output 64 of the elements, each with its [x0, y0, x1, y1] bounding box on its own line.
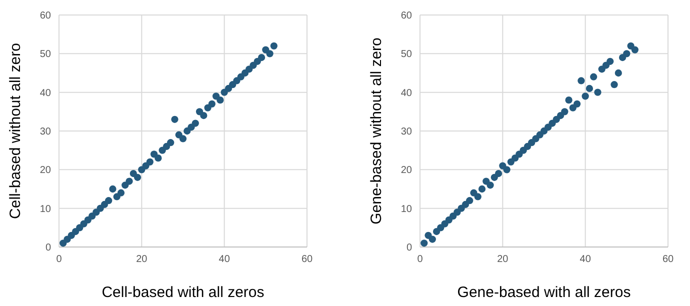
point — [582, 92, 589, 100]
y-tick-label: 20 — [400, 165, 412, 176]
point — [216, 96, 224, 104]
point — [200, 112, 208, 120]
point — [610, 81, 618, 88]
y-tick-label: 0 — [45, 242, 52, 254]
y-tick-label: 0 — [406, 242, 412, 254]
point — [561, 108, 568, 116]
x-tick-label: 0 — [56, 254, 62, 265]
point — [578, 77, 585, 84]
x-tick-label: 40 — [580, 254, 592, 265]
y-tick-label: 20 — [40, 165, 52, 176]
point — [117, 189, 125, 196]
point — [574, 100, 581, 108]
point — [154, 154, 162, 162]
y-tick-label: 50 — [40, 49, 52, 60]
y-tick-label: 40 — [400, 88, 412, 99]
y-tick-label: 30 — [400, 126, 412, 138]
y-tick-label: 60 — [40, 10, 52, 22]
y-tick-label: 40 — [40, 88, 52, 99]
point — [594, 88, 602, 96]
x-tick-label: 20 — [136, 254, 148, 265]
y-tick-label: 10 — [400, 204, 412, 215]
point — [126, 178, 133, 185]
point — [486, 182, 494, 189]
point — [109, 185, 116, 193]
point — [565, 96, 572, 104]
point — [167, 139, 174, 146]
point — [503, 166, 510, 174]
point — [586, 84, 594, 92]
x-tick-label: 20 — [497, 254, 509, 265]
y-axis-title: Cell-based without all zero — [7, 43, 24, 219]
y-tick-label: 50 — [400, 49, 412, 60]
point — [478, 185, 486, 193]
point — [270, 42, 278, 50]
point — [590, 73, 598, 80]
point — [614, 69, 622, 77]
y-tick-label: 10 — [40, 204, 52, 215]
point — [208, 100, 216, 108]
x-tick-label: 0 — [417, 254, 424, 265]
point — [466, 197, 474, 204]
x-axis-title: Gene-based with all zeros — [457, 284, 631, 301]
point — [105, 197, 112, 204]
y-tick-label: 30 — [40, 126, 52, 138]
point — [266, 50, 274, 58]
point — [258, 54, 266, 62]
point — [171, 116, 178, 123]
y-tick-label: 60 — [400, 10, 412, 22]
point — [631, 46, 638, 54]
point — [146, 158, 154, 166]
x-tick-label: 40 — [218, 254, 230, 265]
point — [192, 120, 199, 127]
point — [179, 135, 187, 142]
point — [606, 58, 614, 65]
point — [474, 193, 482, 200]
point — [623, 50, 630, 58]
point — [494, 170, 502, 178]
point — [134, 174, 142, 181]
y-axis-title: Gene-based without all zero — [368, 38, 385, 224]
point — [428, 236, 436, 243]
point — [420, 240, 428, 247]
x-tick-label: 60 — [662, 254, 674, 265]
x-tick-label: 60 — [301, 254, 313, 265]
x-axis-title: Cell-based with all zeros — [102, 284, 264, 301]
